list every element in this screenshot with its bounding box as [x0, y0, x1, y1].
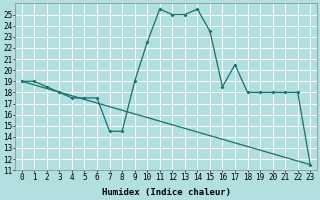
- X-axis label: Humidex (Indice chaleur): Humidex (Indice chaleur): [101, 188, 230, 197]
